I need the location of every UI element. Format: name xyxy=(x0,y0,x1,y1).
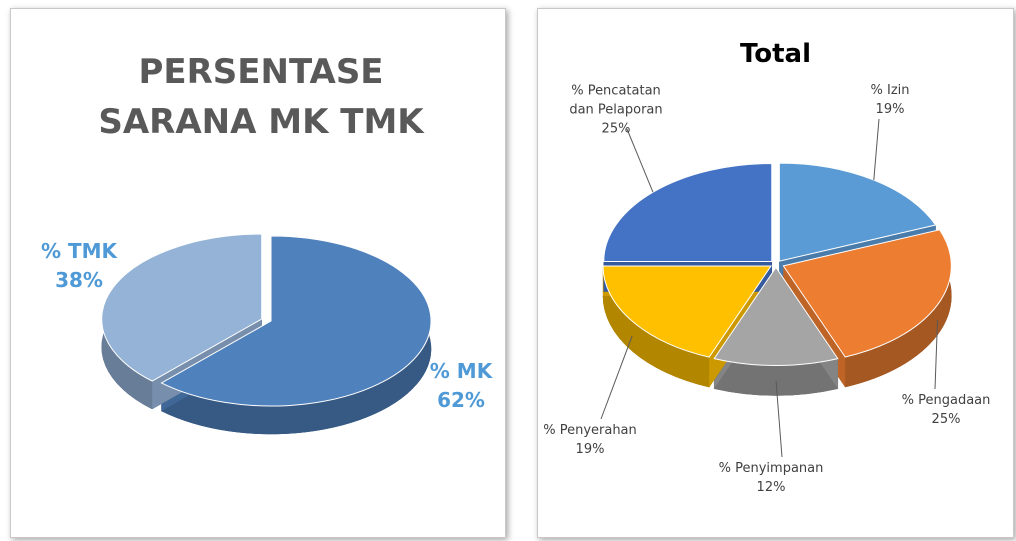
value-label: 38% xyxy=(55,268,103,292)
slice xyxy=(602,265,772,358)
category-label: % Izin xyxy=(870,83,910,99)
data-label: % Penyerahan 19% xyxy=(538,422,645,460)
pie-tops xyxy=(602,162,952,366)
category-label: % MK xyxy=(429,359,493,383)
category-label: % Penyimpanan xyxy=(718,461,824,477)
chart xyxy=(101,233,432,435)
chart-title: Total xyxy=(739,39,812,69)
leader-line xyxy=(600,335,633,420)
leader-line xyxy=(873,118,880,181)
data-label: % MK 62% xyxy=(421,357,501,415)
slice xyxy=(160,235,432,407)
chart xyxy=(600,118,952,458)
data-label: % Penyimpanan 12% xyxy=(716,460,826,498)
slice xyxy=(713,266,839,366)
data-label: % Pengadaan 25% xyxy=(891,392,1001,430)
leader-line xyxy=(934,319,939,390)
slice xyxy=(603,163,773,263)
slice xyxy=(101,233,263,382)
value-label: 12% xyxy=(756,480,786,495)
category-label: % Pencatatan dan Pelaporan xyxy=(569,83,663,118)
leader-line xyxy=(775,380,783,458)
value-label: 19% xyxy=(875,102,905,117)
category-label: % Pengadaan xyxy=(901,393,991,409)
value-label: 25% xyxy=(601,121,631,137)
pie-tops xyxy=(101,233,432,407)
chart-title: PERSENTASE SARANA MK TMK xyxy=(98,52,424,142)
data-label: % Izin 19% xyxy=(835,82,945,120)
value-label: 25% xyxy=(931,412,961,427)
slice xyxy=(778,162,937,262)
leader-lines xyxy=(600,118,939,458)
slice xyxy=(782,229,952,358)
value-label: 62% xyxy=(437,388,485,412)
data-label: % Pencatatan dan Pelaporan 25% xyxy=(561,83,671,140)
value-label: 19% xyxy=(575,442,605,457)
chart-panel: PERSENTASE SARANA MK TMK % MK 62% % TMK 38% xyxy=(10,8,506,538)
leader-line xyxy=(626,128,654,193)
data-label: % TMK 38% xyxy=(39,237,119,295)
chart-panel: Total % Izin 19% % Pengadaan 25% % Penyimpan… xyxy=(537,8,1014,538)
category-label: % TMK xyxy=(40,239,118,263)
category-label: % Penyerahan xyxy=(543,423,637,439)
